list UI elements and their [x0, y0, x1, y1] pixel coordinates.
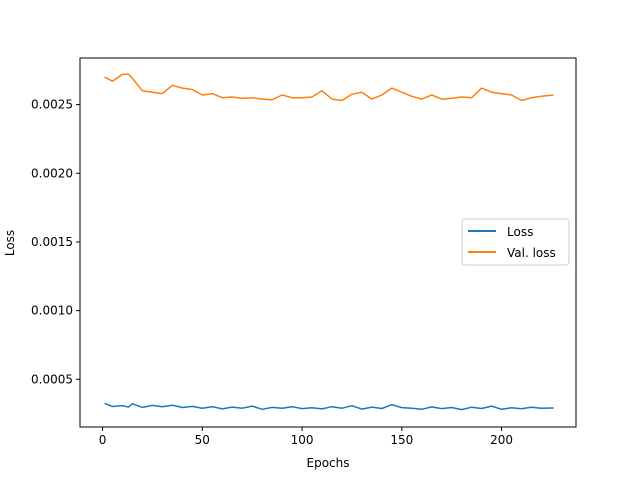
legend-label-val-loss: Val. loss [507, 246, 556, 260]
x-tick-label: 50 [195, 433, 210, 447]
series-line-loss [104, 402, 554, 411]
plot-frame [79, 57, 577, 428]
x-axis-ticks: 0 50 100 150 200 [99, 427, 513, 447]
x-tick-label: 200 [490, 433, 513, 447]
x-axis-label: Epochs [307, 456, 350, 470]
y-tick-label: 0.0020 [31, 166, 73, 180]
x-tick-label: 0 [99, 433, 107, 447]
legend: Loss Val. loss [461, 218, 570, 266]
y-tick-label: 0.0015 [31, 235, 73, 249]
x-tick-label: 100 [291, 433, 314, 447]
plot-marks [104, 73, 554, 411]
y-tick-label: 0.0010 [31, 304, 73, 318]
y-axis-label: Loss [3, 230, 17, 256]
legend-label-loss: Loss [507, 225, 533, 239]
y-tick-label: 0.0005 [31, 372, 73, 386]
x-tick-label: 150 [390, 433, 413, 447]
series-line-val-loss [104, 73, 554, 102]
y-axis-ticks: 0.0005 0.0010 0.0015 0.0020 0.0025 [31, 98, 80, 386]
y-tick-label: 0.0025 [31, 98, 73, 112]
